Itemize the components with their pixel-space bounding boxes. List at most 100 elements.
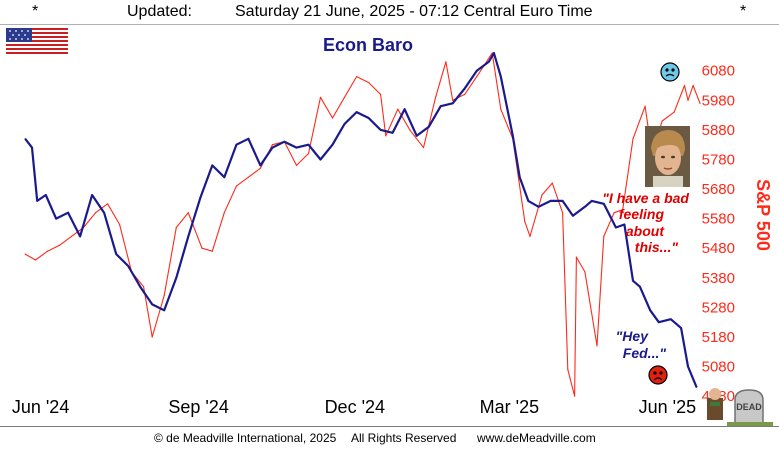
spx-point <box>175 226 177 229</box>
baro-point <box>271 147 273 149</box>
spx-point <box>673 111 675 113</box>
spx-point <box>603 235 605 237</box>
header-star-left: * <box>32 3 39 20</box>
x-tick-label: Dec '24 <box>325 397 385 417</box>
baro-point <box>428 126 430 128</box>
baro-point <box>572 215 574 217</box>
spx-point <box>422 147 425 149</box>
x-axis-ticks: Jun '24 Sep '24 Dec '24 Mar '25 Jun '25 <box>12 397 696 417</box>
baro-point <box>175 277 177 279</box>
baro-point <box>199 197 201 199</box>
baro-point <box>139 286 141 288</box>
rights-text: All Rights Reserved <box>351 431 457 445</box>
baro-point <box>519 176 521 178</box>
spx-point <box>343 96 346 98</box>
spx-point <box>397 108 399 110</box>
y-tick-label: 5780 <box>702 152 735 169</box>
y-axis-label: S&P 500 <box>753 179 773 251</box>
baro-point <box>670 318 672 320</box>
baro-point <box>36 200 38 202</box>
spx-point <box>476 76 478 78</box>
y-tick-label: 5480 <box>702 240 735 257</box>
spx-point <box>622 209 624 211</box>
annotation-line: "Hey <box>616 328 650 344</box>
baro-point <box>687 365 689 368</box>
spx-point <box>307 152 310 155</box>
baro-point <box>658 321 660 323</box>
spx-point <box>500 108 502 110</box>
y-tick-label: 5380 <box>702 270 735 287</box>
tombstone-icon: DEAD <box>707 388 773 426</box>
spx-point <box>464 93 466 95</box>
y-axis-ticks: 6080 5980 5880 5780 5680 5580 5480 5380 5280 5180… <box>702 63 735 405</box>
y-tick-label: 5080 <box>702 359 735 376</box>
baro-point <box>538 206 540 208</box>
spx-point <box>319 96 322 98</box>
y-tick-label: 5680 <box>702 181 735 198</box>
spx-point <box>385 135 387 137</box>
spx-point <box>644 105 646 107</box>
spx-point <box>107 203 109 205</box>
baro-point <box>632 280 634 282</box>
header-star-right: * <box>740 3 747 20</box>
baro-point <box>115 253 117 255</box>
y-tick-label: 5280 <box>702 299 735 316</box>
x-tick-label: Sep '24 <box>168 397 229 417</box>
updated-label: Updated: <box>127 3 192 20</box>
spx-point <box>575 256 578 258</box>
spx-point <box>699 102 701 104</box>
baro-point <box>464 87 466 90</box>
spx-series <box>24 52 701 397</box>
portrait-photo <box>645 126 690 187</box>
baro-point <box>696 386 698 388</box>
baro-point <box>247 138 249 140</box>
baro-point <box>223 176 225 178</box>
spx-point <box>368 81 370 84</box>
spx-point <box>46 250 49 252</box>
spx-point <box>119 223 121 226</box>
annotation-line: feeling <box>619 206 665 222</box>
spx-point <box>596 345 598 347</box>
baro-point <box>307 144 310 146</box>
spx-line <box>24 52 701 397</box>
baro-point <box>283 141 285 143</box>
spx-point <box>34 259 37 261</box>
baro-point <box>584 206 586 208</box>
spx-point <box>529 235 531 237</box>
baro-point <box>452 102 454 104</box>
baro-point <box>24 138 26 140</box>
spx-point <box>692 84 694 87</box>
baro-point <box>680 327 682 329</box>
spx-point <box>435 96 437 98</box>
baro-point <box>103 212 105 214</box>
spx-point <box>632 138 634 140</box>
red-face-icon <box>648 365 668 385</box>
y-tick-label: 5580 <box>702 211 735 228</box>
spx-point <box>683 84 686 87</box>
spx-point <box>58 244 61 246</box>
spx-point <box>201 247 203 249</box>
spx-point <box>524 221 526 223</box>
website-link[interactable]: www.deMeadville.com <box>477 431 596 445</box>
blue-face-icon <box>660 62 680 82</box>
spx-point <box>211 250 213 252</box>
baro-point <box>562 200 564 202</box>
spx-point <box>574 395 576 397</box>
baro-point <box>404 108 406 110</box>
header-bar: * Updated: Saturday 21 June, 2025 - 07:1… <box>0 0 779 25</box>
bad-feeling-annotation: "I have a bad feeling about this..." <box>602 190 689 255</box>
baro-point <box>91 194 93 196</box>
baro-point <box>639 286 641 288</box>
baro-point <box>319 158 322 161</box>
baro-point <box>163 309 165 311</box>
spx-point <box>567 368 569 371</box>
baro-point <box>211 164 213 166</box>
baro-point <box>392 132 394 134</box>
spx-point <box>380 93 382 95</box>
annotation-line: Fed..." <box>623 345 667 361</box>
baro-point <box>127 265 129 267</box>
x-tick-label: Jun '24 <box>12 397 69 417</box>
spx-point <box>70 235 73 237</box>
baro-point <box>476 70 478 72</box>
y-tick-label: 5180 <box>702 329 735 346</box>
